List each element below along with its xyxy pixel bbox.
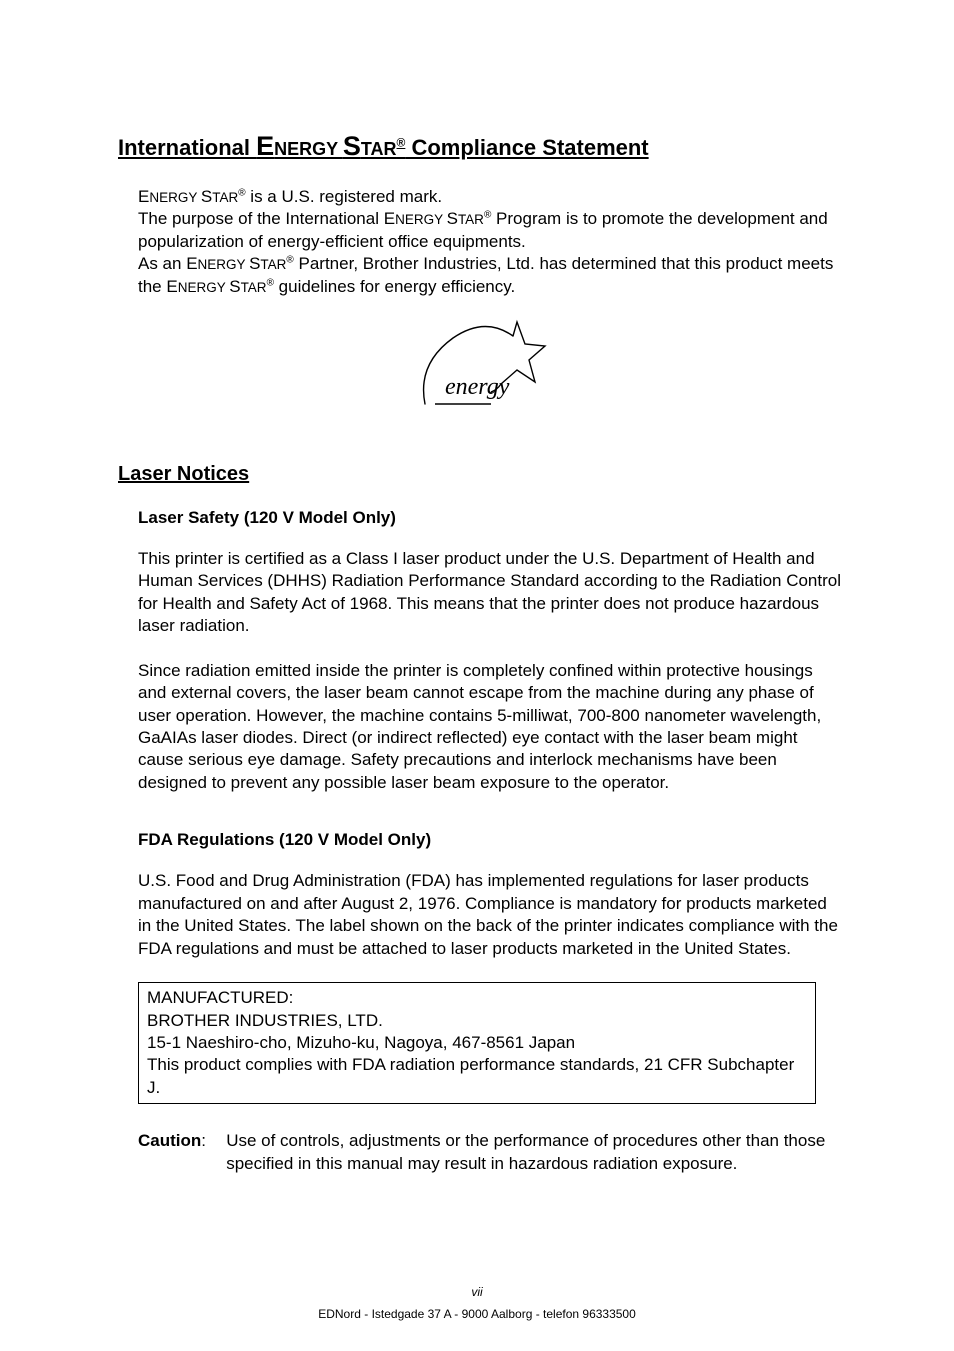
caution-body: Use of controls, adjustments or the perf… [226,1130,842,1175]
text: NERGY [149,190,201,205]
title-smallcap-tar: TAR [361,139,397,159]
energy-star-paragraph-1: ENERGY STAR® is a U.S. registered mark. … [138,186,842,298]
text: TAR [458,212,484,227]
manufacturer-label-box: MANUFACTURED: BROTHER INDUSTRIES, LTD. 1… [138,982,816,1104]
text: E [166,277,177,296]
fda-regulations-subheading: FDA Regulations (120 V Model Only) [138,830,842,850]
page-footer: vii EDNord - Istedgade 37 A - 9000 Aalbo… [0,1285,954,1321]
section-energy-star-title: International ENERGY STAR® Compliance St… [118,130,842,164]
registered-mark: ® [238,187,245,198]
text: NERGY [395,212,447,227]
title-smallcap-nergy: NERGY [274,139,343,159]
fda-regulations-paragraph: U.S. Food and Drug Administration (FDA) … [138,870,842,960]
text: TAR [212,190,238,205]
caution-colon: : [201,1131,206,1150]
text: E [384,209,395,228]
text: The purpose of the International [138,209,384,228]
svg-text:energy: energy [445,374,510,400]
text: guidelines for energy efficiency. [274,277,515,296]
laser-safety-paragraph-2: Since radiation emitted inside the print… [138,660,842,795]
box-line: MANUFACTURED: [147,987,807,1009]
caution-label-text: Caution [138,1131,201,1150]
text: S [447,209,458,228]
title-large-s: S [343,131,361,161]
page-number: vii [0,1285,954,1299]
text: NERGY [178,280,230,295]
energy-star-logo-icon: energy [405,316,555,414]
text: S [201,187,212,206]
laser-safety-paragraph-1: This printer is certified as a Class I l… [138,548,842,638]
text: TAR [241,280,267,295]
caution-note: Caution: Use of controls, adjustments or… [138,1130,842,1175]
caution-label: Caution: [138,1130,220,1175]
text: E [138,187,149,206]
title-text-post: Compliance Statement [405,135,648,160]
footer-line: EDNord - Istedgade 37 A - 9000 Aalborg -… [318,1307,636,1321]
page: International ENERGY STAR® Compliance St… [0,0,954,1351]
text: S [249,254,260,273]
box-line: This product complies with FDA radiation… [147,1054,807,1099]
text: S [229,277,240,296]
text: NERGY [198,257,250,272]
registered-mark: ® [286,254,293,265]
box-line: 15-1 Naeshiro-cho, Mizuho-ku, Nagoya, 46… [147,1032,807,1054]
energy-star-logo-container: energy [118,316,842,419]
title-text: International [118,135,256,160]
text: TAR [260,257,286,272]
title-large-e: E [256,131,274,161]
laser-safety-subheading: Laser Safety (120 V Model Only) [138,508,842,528]
text: E [186,254,197,273]
laser-notices-heading: Laser Notices [118,463,842,486]
text: is a U.S. registered mark. [246,187,443,206]
text: As an [138,254,186,273]
registered-mark: ® [267,277,274,288]
box-line: BROTHER INDUSTRIES, LTD. [147,1010,807,1032]
